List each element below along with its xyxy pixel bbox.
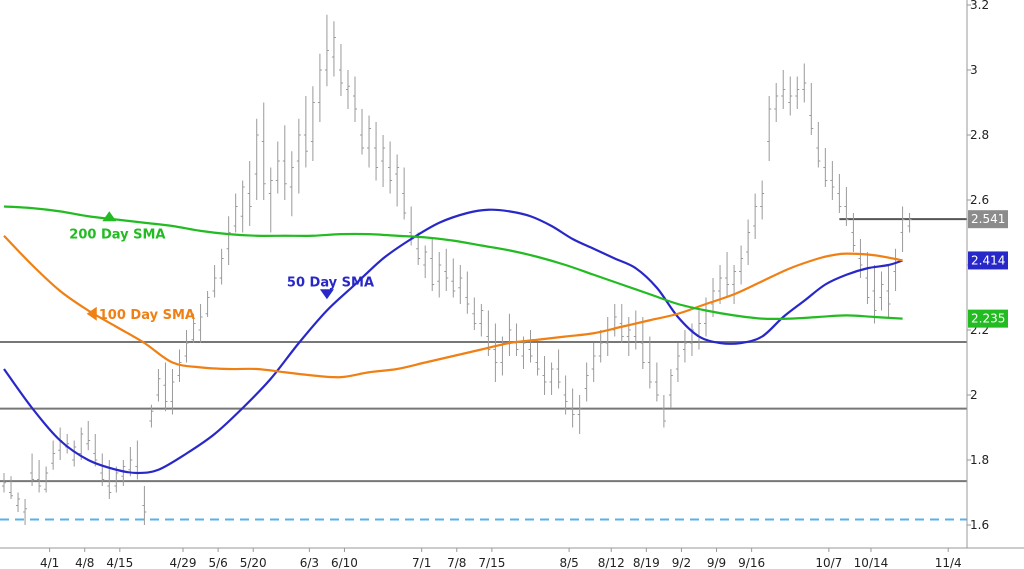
x-tick-label: 8/5 — [559, 556, 578, 569]
last-value-badge: 2.541 — [968, 210, 1008, 229]
x-tick-label: 4/8 — [75, 556, 94, 569]
badge-value: 2.414 — [971, 253, 1005, 267]
x-tick-label: 10/7 — [815, 556, 842, 569]
x-tick-label: 9/9 — [707, 556, 726, 569]
sma-200-line — [3, 205, 903, 321]
moving-average-layer — [3, 205, 903, 475]
sma-50-label-marker — [319, 289, 334, 300]
x-tick-label: 4/1 — [40, 556, 59, 569]
sma-200-label-marker — [102, 211, 117, 222]
last-value-badge: 2.414 — [968, 251, 1008, 270]
badge-value: 2.541 — [971, 212, 1005, 226]
x-tick-label: 4/29 — [170, 556, 197, 569]
sma-100-label-marker — [86, 306, 97, 321]
sma-50-line — [3, 208, 903, 475]
x-tick-label: 6/3 — [300, 556, 319, 569]
x-tick-label: 8/19 — [633, 556, 660, 569]
y-tick-label: 3 — [970, 63, 978, 77]
price-bars-layer — [2, 14, 912, 525]
sma-200-label: 200 Day SMA — [69, 227, 165, 242]
x-tick-label: 9/2 — [672, 556, 691, 569]
sma-100-line — [3, 234, 903, 379]
x-tick-label: 8/12 — [598, 556, 625, 569]
badge-background — [968, 210, 1008, 229]
y-tick-label: 2.8 — [970, 128, 989, 142]
y-tick-label: 2 — [970, 388, 978, 402]
x-tick-label: 5/20 — [240, 556, 267, 569]
y-tick-label: 1.6 — [970, 518, 989, 532]
x-axis-ticks: 4/1 4/8 4/15 4/29 5/6 5/20 6/3 6/10 7/1 7/8 7/15 8/… — [40, 548, 962, 569]
badge-background — [968, 251, 1008, 270]
x-tick-label: 7/15 — [478, 556, 505, 569]
badge-background — [968, 309, 1008, 328]
last-value-badges: 2.541 2.414 2.235 — [968, 210, 1008, 328]
y-tick-label: 3.2 — [970, 0, 989, 12]
x-tick-label: 9/16 — [738, 556, 765, 569]
x-tick-label: 10/14 — [854, 556, 889, 569]
sma-100-label: 100 Day SMA — [99, 308, 195, 323]
last-value-badge: 2.235 — [968, 309, 1008, 328]
y-tick-label: 2.6 — [970, 193, 989, 207]
badge-value: 2.235 — [971, 312, 1005, 326]
x-tick-label: 7/8 — [447, 556, 466, 569]
x-tick-label: 5/6 — [208, 556, 227, 569]
x-tick-label: 4/15 — [106, 556, 133, 569]
x-tick-label: 6/10 — [331, 556, 358, 569]
sma-50-label: 50 Day SMA — [287, 275, 374, 290]
y-tick-label: 1.8 — [970, 453, 989, 467]
x-tick-label: 7/1 — [412, 556, 431, 569]
annotation-layer: 200 Day SMA 100 Day SMA 50 Day SMA — [69, 211, 374, 323]
horizontal-lines-layer — [0, 218, 967, 521]
x-tick-label: 11/4 — [935, 556, 962, 569]
